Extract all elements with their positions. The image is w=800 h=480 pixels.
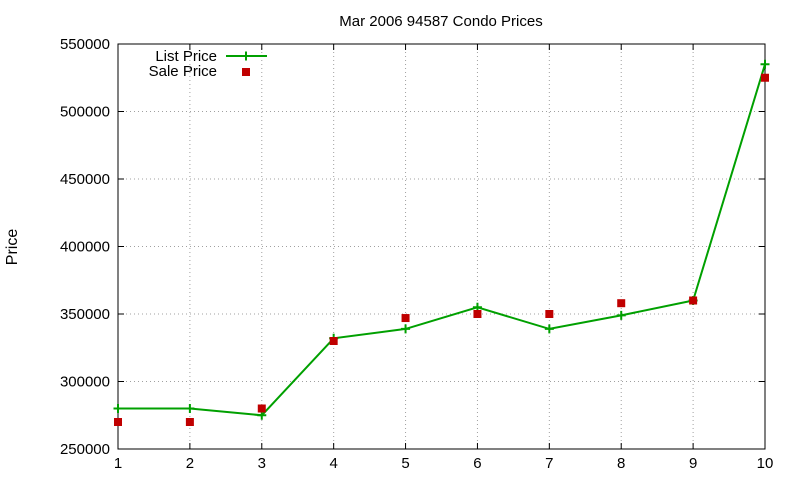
y-tick-label: 450000 [60,171,110,188]
sale-price-point [401,314,410,323]
list-price-point [544,324,554,334]
y-tick-label: 350000 [60,306,110,323]
chart-title: Mar 2006 94587 Condo Prices [339,13,542,30]
list-price-point [113,404,123,413]
x-tick-label: 7 [545,455,553,472]
x-tick-label: 3 [258,455,266,472]
x-tick-label: 4 [329,455,337,472]
series-layer [113,59,770,426]
y-tick-label: 300000 [60,374,110,391]
legend-marker-sale-price [242,68,250,76]
list-price-point [760,59,770,69]
y-tick-label: 400000 [60,239,110,256]
x-tick-label: 5 [401,455,409,472]
y-tick-label: 500000 [60,104,110,121]
x-tick-label: 8 [617,455,625,472]
x-tick-label: 2 [186,455,194,472]
sale-price-point [185,418,194,426]
legend: List Price Sale Price [149,48,267,80]
legend-label-list-price: List Price [155,48,217,65]
list-price-point [616,310,626,320]
y-tick-label: 550000 [60,36,110,53]
ticks-layer: 250000 300000 350000 400000 450000 500000 5500… [60,36,773,472]
x-tick-label: 9 [689,455,697,472]
sale-price-point [114,418,122,426]
sale-price-point [257,404,266,413]
x-tick-label: 10 [757,455,774,472]
legend-label-sale-price: Sale Price [149,63,217,80]
sale-price-point [617,299,626,308]
y-axis-label: Price [4,229,21,266]
sale-price-point [545,310,554,318]
legend-marker-list-price [241,51,251,61]
list-price-line [118,64,766,417]
sale-price-point [473,310,482,318]
y-tick-label: 250000 [60,441,110,458]
x-tick-label: 1 [114,455,122,472]
grid-layer [118,44,765,449]
sale-price-point [329,337,338,345]
list-price-point [185,404,195,413]
x-tick-label: 6 [473,455,481,472]
sale-price-point [761,73,769,82]
sale-price-point [689,296,698,305]
list-price-point [401,324,411,334]
plot-frame [117,43,766,450]
